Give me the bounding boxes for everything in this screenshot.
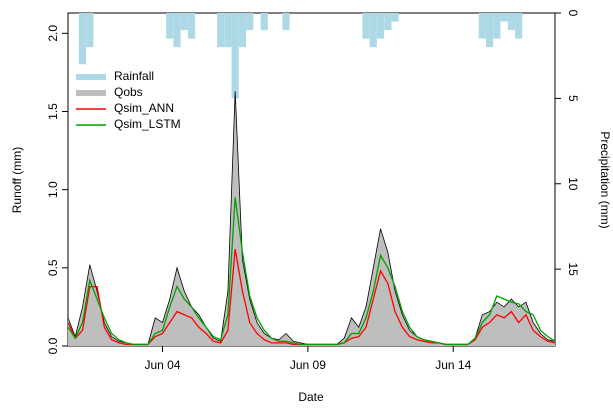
rain-bar <box>384 13 392 31</box>
rain-bar <box>391 13 399 22</box>
rain-bar <box>493 13 501 39</box>
y2-tick-label: 10 <box>566 177 580 191</box>
plot-layer <box>68 13 555 346</box>
rain-bar <box>478 13 486 39</box>
rain-bar <box>224 13 232 48</box>
rain-bar <box>180 13 188 31</box>
rain-bar <box>78 13 87 65</box>
rain-bar <box>86 13 94 48</box>
rain-bar <box>486 13 494 48</box>
x-tick-label: Jun 09 <box>290 358 326 372</box>
rain-bar <box>507 13 515 31</box>
y-tick-label: 1.0 <box>46 181 60 198</box>
y2-tick-label: 15 <box>566 262 580 276</box>
rain-bar <box>500 13 508 22</box>
rain-bar <box>173 13 181 48</box>
legend-label: Qsim_LSTM <box>114 117 181 131</box>
rain-bar <box>217 13 225 48</box>
x-tick-label: Jun 04 <box>144 358 180 372</box>
legend-label: Qobs <box>114 85 143 99</box>
rain-bar <box>238 13 247 48</box>
x-axis-label: Date <box>298 390 324 404</box>
legend-label: Rainfall <box>114 69 154 83</box>
y-tick-label: 2.0 <box>46 25 60 42</box>
rain-bar <box>187 13 196 39</box>
rain-bar <box>246 13 254 31</box>
rain-bar <box>515 13 523 39</box>
y-axis-label: Runoff (mm) <box>10 147 24 213</box>
x-tick-label: Jun 14 <box>435 358 471 372</box>
rain-bar <box>376 13 385 39</box>
sim-line <box>68 197 555 346</box>
rain-bar <box>260 13 268 31</box>
plot-frame <box>67 12 556 347</box>
rain-bar <box>362 13 370 39</box>
y2-axis-label: Precipitation (mm) <box>598 131 612 228</box>
y-tick-label: 0.5 <box>46 259 60 276</box>
qobs-area <box>68 91 555 346</box>
y2-tick-label: 5 <box>566 95 580 102</box>
y-tick-label: 0.0 <box>46 337 60 354</box>
y2-tick-label: 0 <box>566 10 580 17</box>
rain-bar <box>282 13 290 31</box>
rain-bar <box>166 13 174 39</box>
rain-bar <box>231 13 239 99</box>
legend-label: Qsim_ANN <box>114 101 174 115</box>
rain-bar <box>369 13 377 48</box>
y-tick-label: 1.5 <box>46 103 60 120</box>
